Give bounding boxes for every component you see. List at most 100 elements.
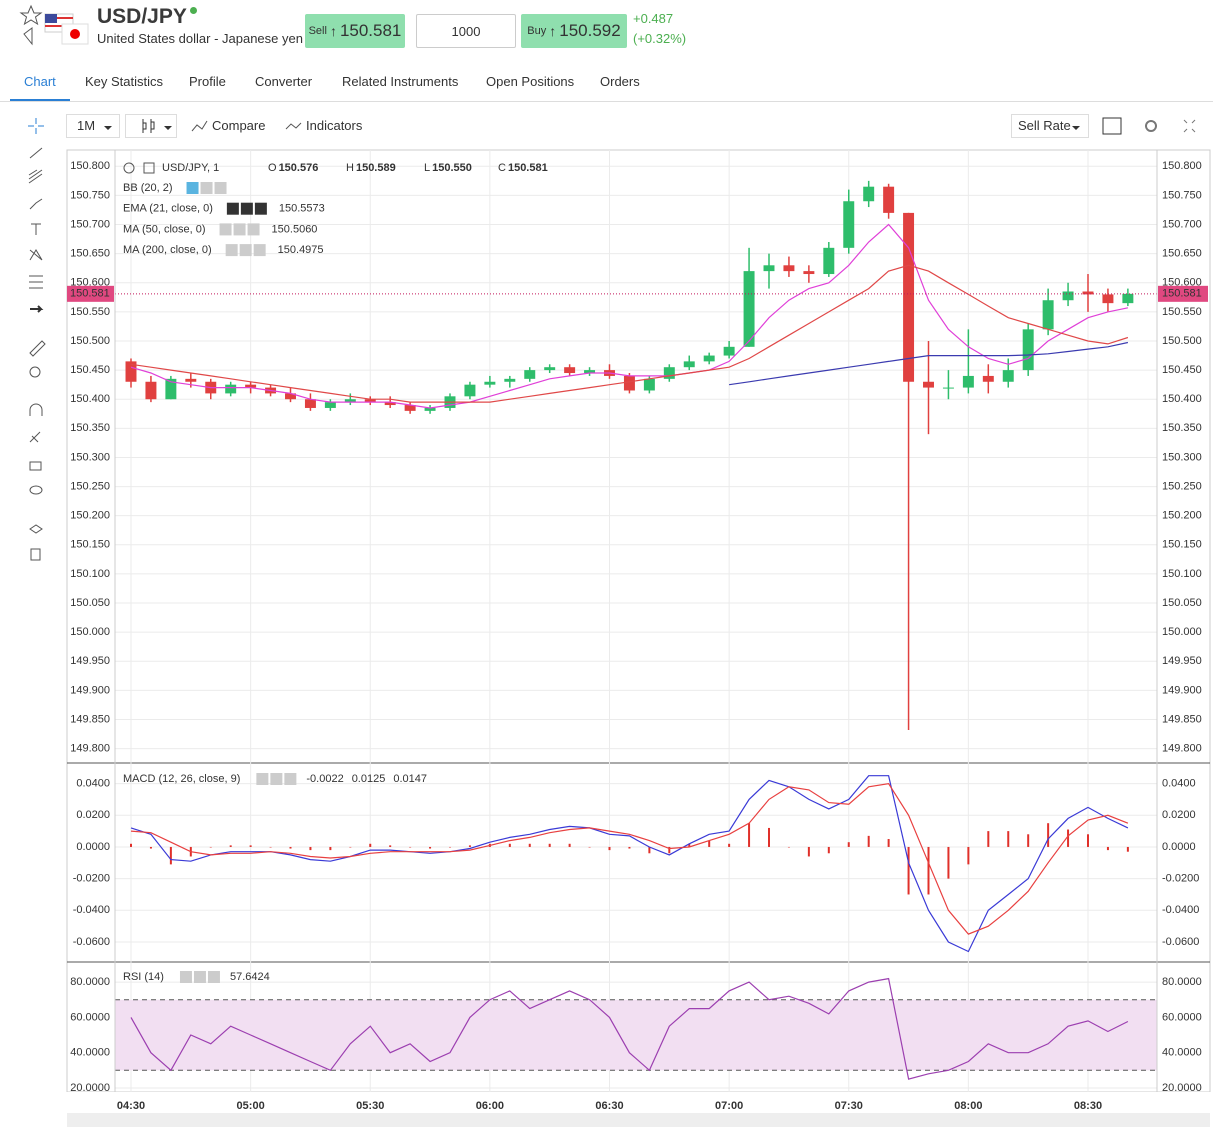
layers-tool[interactable] — [29, 524, 43, 534]
y-tick-label: 150.450 — [70, 364, 110, 376]
ruler-tool[interactable] — [29, 340, 46, 357]
histogram-bar — [369, 843, 372, 847]
candle-body — [703, 355, 715, 362]
indicator-value: -0.0022 — [306, 773, 343, 785]
y-tick-label: 20.0000 — [1162, 1082, 1202, 1094]
histogram-bar — [1106, 846, 1109, 851]
indicator-button — [247, 223, 260, 236]
ohlc-label: L — [424, 162, 430, 174]
y-tick-label: 80.0000 — [1162, 976, 1202, 988]
channel-tool[interactable] — [28, 169, 43, 184]
interval-select[interactable] — [66, 114, 120, 138]
histogram-bar — [688, 843, 691, 847]
candle-body — [962, 375, 974, 388]
histogram-bar — [349, 846, 352, 848]
interval: 1M — [77, 118, 96, 133]
arrow-tool[interactable] — [30, 305, 44, 313]
alert-icon[interactable] — [23, 27, 33, 46]
fullscreen-icon[interactable] — [1183, 119, 1196, 133]
y-tick-label: 150.150 — [1162, 539, 1202, 551]
buy-button[interactable]: Buy ↑ 150.592 — [521, 14, 627, 48]
tab[interactable]: Converter — [255, 74, 313, 89]
last-price-label: 150.581 — [1162, 288, 1202, 300]
line-tool[interactable] — [29, 147, 43, 159]
delete-tool[interactable] — [30, 548, 41, 561]
candle-body — [763, 265, 775, 272]
sell-price: 150.581 — [339, 21, 402, 40]
histogram-bar — [807, 846, 810, 857]
symbol: USD/JPY — [97, 5, 187, 28]
drawing-tools — [28, 118, 46, 561]
indicator-button — [214, 182, 227, 194]
candle-body — [564, 367, 576, 374]
lock-tool[interactable] — [29, 461, 42, 471]
scrollbar[interactable] — [67, 1113, 1210, 1127]
y-tick-label: 150.500 — [1162, 335, 1202, 347]
candle-body — [544, 367, 556, 371]
candle-body — [663, 367, 675, 379]
tab[interactable]: Open Positions — [486, 74, 575, 89]
y-tick-label: -0.0600 — [1162, 936, 1199, 948]
histogram-bar — [728, 843, 731, 847]
chart-frame — [66, 149, 1211, 1093]
sell-button[interactable]: Sell ↑ 150.581 — [305, 14, 405, 48]
pane-title: MACD (12, 26, close, 9) — [123, 773, 240, 785]
ohlc-value: 150.589 — [356, 162, 396, 174]
brush-tool[interactable] — [29, 198, 43, 210]
histogram-bar — [149, 846, 152, 849]
histogram-bar — [787, 846, 790, 848]
histogram-bar — [528, 843, 531, 847]
settings-icon[interactable] — [1145, 120, 1157, 132]
y-tick-label: 20.0000 — [70, 1082, 110, 1094]
line-series — [130, 977, 1129, 1080]
histogram-bar — [588, 846, 591, 848]
histogram-bar — [748, 823, 751, 847]
erase-tool[interactable] — [29, 431, 41, 443]
y-tick-label: 150.600 — [1162, 277, 1202, 289]
indicator-value: 0.0147 — [393, 773, 427, 785]
compare-button[interactable]: Compare — [212, 118, 266, 133]
y-tick-label: 150.700 — [1162, 218, 1202, 230]
zoom-tool[interactable] — [29, 366, 41, 378]
indicators-button[interactable]: Indicators — [306, 118, 363, 133]
ohlc-value: 150.576 — [279, 162, 319, 174]
y-tick-label: 0.0400 — [76, 777, 110, 789]
magnet-tool[interactable] — [29, 403, 43, 416]
visibility-tool[interactable] — [29, 485, 43, 495]
candle-body — [304, 399, 316, 408]
text-tool[interactable] — [31, 223, 41, 235]
checkbox[interactable] — [1102, 117, 1122, 135]
candle-body — [364, 399, 376, 403]
candle-body — [823, 247, 835, 275]
pattern-tool[interactable] — [29, 249, 43, 261]
tab[interactable]: Profile — [189, 74, 226, 89]
fib-tool[interactable] — [29, 275, 43, 289]
histogram-bar — [987, 831, 990, 847]
rate: Sell Rate — [1018, 118, 1071, 133]
ohlc-label: C — [498, 162, 506, 174]
quantity-input[interactable]: 1000 — [416, 14, 516, 48]
x-tick-label: 06:30 — [595, 1100, 623, 1112]
indicator-value: 57.6424 — [230, 971, 270, 983]
y-tick-label: -0.0200 — [73, 873, 110, 885]
tab[interactable]: Orders — [600, 74, 640, 89]
crosshair-tool[interactable] — [28, 118, 44, 134]
tab[interactable]: Key Statistics — [85, 74, 164, 89]
tab[interactable]: Related Instruments — [342, 74, 459, 89]
y-tick-label: 149.800 — [1162, 743, 1202, 755]
candle-body — [344, 399, 356, 403]
histogram-bar — [409, 846, 412, 848]
rate-select[interactable] — [1011, 114, 1089, 138]
indicator-button — [207, 971, 220, 983]
y-tick-label: 150.600 — [70, 277, 110, 289]
candle-body — [803, 271, 815, 275]
pane-title: RSI (14) — [123, 971, 164, 983]
y-tick-label: 150.550 — [1162, 306, 1202, 318]
line-series — [130, 775, 1129, 953]
chart-type-select[interactable] — [125, 114, 177, 138]
favorite-icon[interactable] — [19, 4, 43, 26]
indicator-button — [233, 223, 246, 236]
histogram-bar — [907, 846, 910, 895]
tab[interactable]: Chart — [24, 74, 56, 89]
candle-body — [1082, 291, 1094, 295]
